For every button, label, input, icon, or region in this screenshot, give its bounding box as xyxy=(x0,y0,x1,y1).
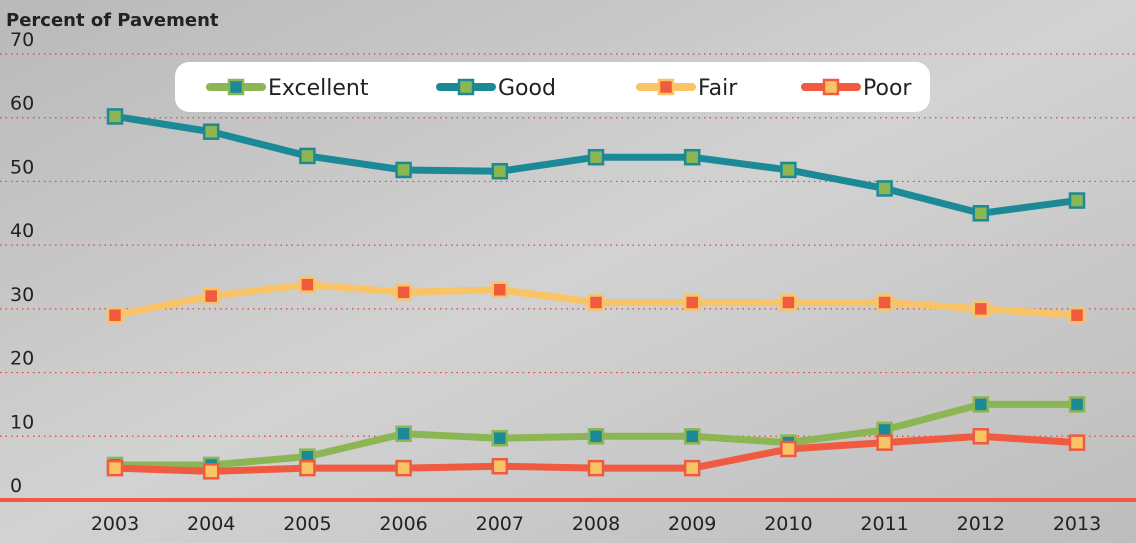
x-tick-label: 2006 xyxy=(379,513,427,535)
legend-box xyxy=(175,62,930,112)
marker xyxy=(1068,306,1086,324)
marker xyxy=(106,306,124,324)
y-tick-label: 70 xyxy=(10,29,34,51)
marker xyxy=(876,180,893,197)
marker xyxy=(587,459,605,477)
marker xyxy=(299,459,316,477)
y-tick-label: 30 xyxy=(10,284,34,306)
marker xyxy=(395,459,412,477)
marker xyxy=(202,463,220,480)
y-tick-label: 40 xyxy=(10,220,34,242)
y-tick-label: 10 xyxy=(10,411,34,433)
marker xyxy=(683,459,701,477)
marker xyxy=(972,396,990,413)
marker xyxy=(1068,192,1086,209)
marker xyxy=(683,428,701,445)
marker xyxy=(972,205,990,222)
marker xyxy=(972,300,990,318)
marker xyxy=(491,162,509,180)
legend-label: Fair xyxy=(698,76,738,101)
marker xyxy=(876,294,893,311)
marker xyxy=(106,108,124,125)
marker xyxy=(1068,434,1086,451)
x-tick-label: 2010 xyxy=(764,513,812,535)
y-tick-label: 60 xyxy=(10,93,34,115)
legend-label: Good xyxy=(498,76,556,101)
marker xyxy=(491,281,509,298)
x-tick-label: 2009 xyxy=(668,513,716,535)
x-tick-label: 2007 xyxy=(476,513,524,535)
legend-label: Poor xyxy=(863,76,912,101)
x-tick-label: 2012 xyxy=(957,513,1005,535)
marker xyxy=(106,459,124,477)
marker xyxy=(876,434,893,451)
marker xyxy=(972,428,990,445)
y-tick-label: 20 xyxy=(10,348,34,370)
y-tick-label: 0 xyxy=(10,475,22,497)
legend-label: Excellent xyxy=(268,76,369,101)
marker xyxy=(683,148,701,166)
marker xyxy=(491,429,509,447)
x-tick-label: 2005 xyxy=(283,513,331,535)
marker xyxy=(299,276,316,293)
legend-marker xyxy=(657,78,675,96)
marker xyxy=(780,294,797,311)
marker xyxy=(683,294,701,311)
marker xyxy=(299,147,316,165)
x-tick-label: 2003 xyxy=(91,513,139,535)
marker xyxy=(202,123,220,140)
chart-title: Percent of Pavement xyxy=(6,10,219,31)
marker xyxy=(395,161,412,179)
marker xyxy=(780,161,797,179)
marker xyxy=(780,440,797,458)
marker xyxy=(202,287,220,305)
y-tick-label: 50 xyxy=(10,156,34,178)
marker xyxy=(1068,396,1086,413)
legend-marker xyxy=(457,78,475,96)
marker xyxy=(587,148,605,166)
marker xyxy=(395,425,412,442)
x-tick-label: 2004 xyxy=(187,513,235,535)
marker xyxy=(587,428,605,445)
x-tick-label: 2011 xyxy=(860,513,908,535)
legend-marker xyxy=(822,78,840,96)
marker xyxy=(587,294,605,311)
marker xyxy=(395,284,412,301)
legend-marker xyxy=(227,78,245,96)
x-tick-label: 2008 xyxy=(572,513,620,535)
x-tick-label: 2013 xyxy=(1053,513,1101,535)
marker xyxy=(491,457,509,475)
